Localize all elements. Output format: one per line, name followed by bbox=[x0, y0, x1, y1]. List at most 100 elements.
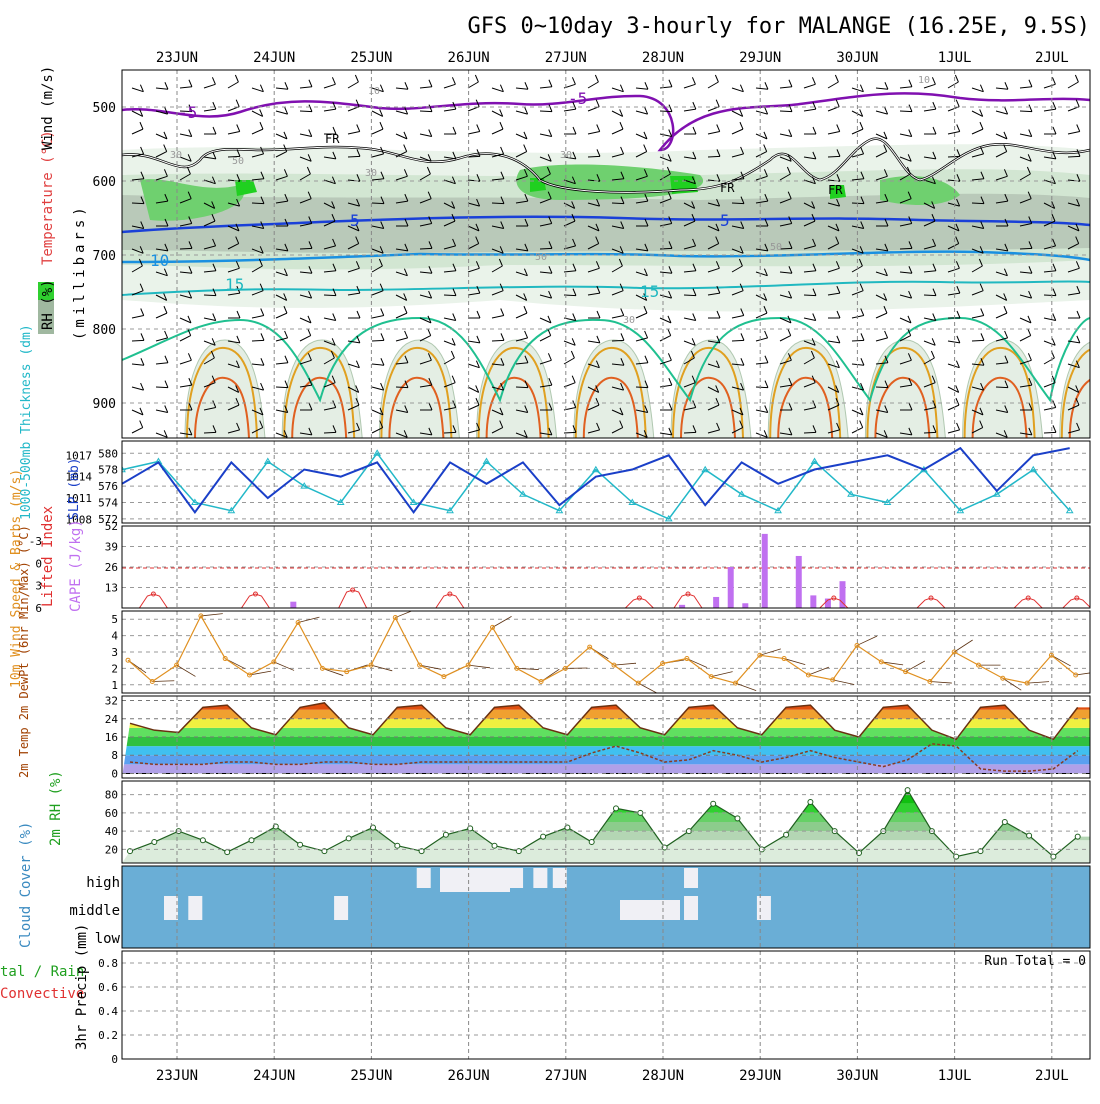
wind-barb bbox=[516, 387, 528, 388]
wind-tick-label: 2 bbox=[111, 662, 118, 675]
rh-point bbox=[735, 816, 740, 821]
wind-barb bbox=[876, 387, 888, 388]
rh-point bbox=[711, 801, 716, 806]
bottom-date-label: 2JUL bbox=[1035, 1068, 1069, 1084]
bottom-date-label: 24JUN bbox=[253, 1068, 295, 1084]
bottom-date-label: 30JUN bbox=[836, 1068, 878, 1084]
wind-barb bbox=[612, 203, 624, 204]
rh-point bbox=[200, 838, 205, 843]
rh-tick-label: 40 bbox=[105, 825, 118, 838]
cloud-level-middle: middle bbox=[69, 903, 120, 919]
precip-tick-label: 0.2 bbox=[98, 1029, 118, 1042]
wind-barb bbox=[372, 340, 384, 341]
wind-barb bbox=[972, 203, 984, 204]
pressure-tick-label: 600 bbox=[93, 175, 116, 190]
wind-barb bbox=[420, 248, 432, 249]
cloud-gap-high bbox=[533, 868, 547, 888]
wind-barb bbox=[588, 156, 600, 157]
label-isotherm-5-a: 5 bbox=[350, 211, 360, 230]
wind-barb bbox=[348, 156, 360, 157]
wind-barb bbox=[1068, 156, 1080, 157]
slp-ylabel: SLP (mb) bbox=[67, 457, 82, 520]
wind-tick-label: 1 bbox=[111, 679, 118, 692]
label-isotherm-minus5-b: -5 bbox=[568, 89, 587, 108]
cape-bar bbox=[713, 597, 719, 608]
rh-point bbox=[492, 843, 497, 848]
rh-point bbox=[249, 838, 254, 843]
wind-barb bbox=[492, 340, 504, 341]
precip-ylabel: 3hr Precip (mm) bbox=[74, 924, 90, 1050]
cape-ylabel: CAPE (J/kg) bbox=[68, 519, 84, 612]
cloud-gap-high bbox=[509, 868, 523, 888]
cloud-gap-middle-block bbox=[620, 900, 680, 920]
wind-barb bbox=[1044, 295, 1056, 296]
thickness-tick-label: 580 bbox=[98, 447, 118, 460]
wind-barb bbox=[924, 295, 936, 296]
wind-barb bbox=[732, 340, 744, 341]
bottom-date-label: 23JUN bbox=[156, 1068, 198, 1084]
wind-barb bbox=[444, 432, 456, 433]
label-rh-30-d: 30 bbox=[623, 315, 635, 326]
wind-barb bbox=[708, 156, 720, 157]
cape-bar bbox=[762, 534, 768, 608]
cloud-gap-middle bbox=[757, 896, 771, 920]
label-rh-30-b: 30 bbox=[365, 168, 377, 179]
rh-point bbox=[541, 834, 546, 839]
top-date-label: 26JUN bbox=[448, 50, 490, 66]
temp-tick-label: 0 bbox=[111, 767, 118, 780]
wind-barb bbox=[492, 203, 504, 204]
label-rh-10-b: 10 bbox=[918, 75, 930, 86]
wind-barb bbox=[852, 203, 864, 204]
cloud-gap-high-block bbox=[440, 868, 510, 892]
bottom-date-label: 29JUN bbox=[739, 1068, 781, 1084]
rh-point bbox=[1075, 834, 1080, 839]
rh-point bbox=[784, 832, 789, 837]
wind-barb bbox=[780, 111, 792, 112]
wind-barb bbox=[372, 203, 384, 204]
wind-barb bbox=[204, 432, 216, 433]
wind-barb bbox=[1044, 432, 1056, 433]
wind-barb bbox=[732, 203, 744, 204]
top-date-label: 29JUN bbox=[739, 50, 781, 66]
cape-tick-label: 39 bbox=[105, 541, 118, 554]
bottom-date-label: 27JUN bbox=[545, 1068, 587, 1084]
precip-background bbox=[122, 951, 1090, 1059]
top-date-label: 1JUL bbox=[938, 50, 972, 66]
wind-barb bbox=[1020, 111, 1032, 112]
wind-barb bbox=[924, 432, 936, 433]
label-rh-50-a: 50 bbox=[232, 156, 244, 167]
cape-bar bbox=[796, 556, 802, 608]
top-date-label: 24JUN bbox=[253, 50, 295, 66]
wind-tick-label: 5 bbox=[111, 613, 118, 626]
wind-barb bbox=[468, 156, 480, 157]
label-rh-30-a: 30 bbox=[170, 150, 182, 161]
wind-barb bbox=[156, 387, 168, 388]
bottom-date-label: 26JUN bbox=[448, 1068, 490, 1084]
wind-tick-label: 3 bbox=[111, 646, 118, 659]
wind-barb bbox=[852, 340, 864, 341]
rh-point bbox=[1002, 820, 1007, 825]
rh-point bbox=[346, 836, 351, 841]
lifted-index-ylabel: Lifted Index bbox=[40, 506, 56, 607]
cape-tick-label: 13 bbox=[105, 582, 118, 595]
label-rh-30-c: 30 bbox=[560, 150, 572, 161]
label-isotherm-minus5-a: -5 bbox=[178, 103, 197, 122]
temp-tick-label: 8 bbox=[111, 749, 118, 762]
temp-tick-label: 24 bbox=[105, 713, 119, 726]
cape-bar bbox=[840, 581, 846, 608]
label-isotherm-10: 10 bbox=[150, 251, 169, 270]
wind-barb bbox=[444, 295, 456, 296]
wind-barb bbox=[324, 295, 336, 296]
precip-left-label-1: tal / Rain bbox=[0, 964, 84, 980]
cape-bar bbox=[742, 603, 748, 608]
label-freezing-3: FR bbox=[828, 183, 843, 197]
wind-barb bbox=[684, 432, 696, 433]
label-freezing-1: FR bbox=[325, 132, 340, 146]
pressure-tick-label: 700 bbox=[93, 249, 116, 264]
precip-ticks: 0.80.60.40.20 bbox=[98, 957, 118, 1066]
